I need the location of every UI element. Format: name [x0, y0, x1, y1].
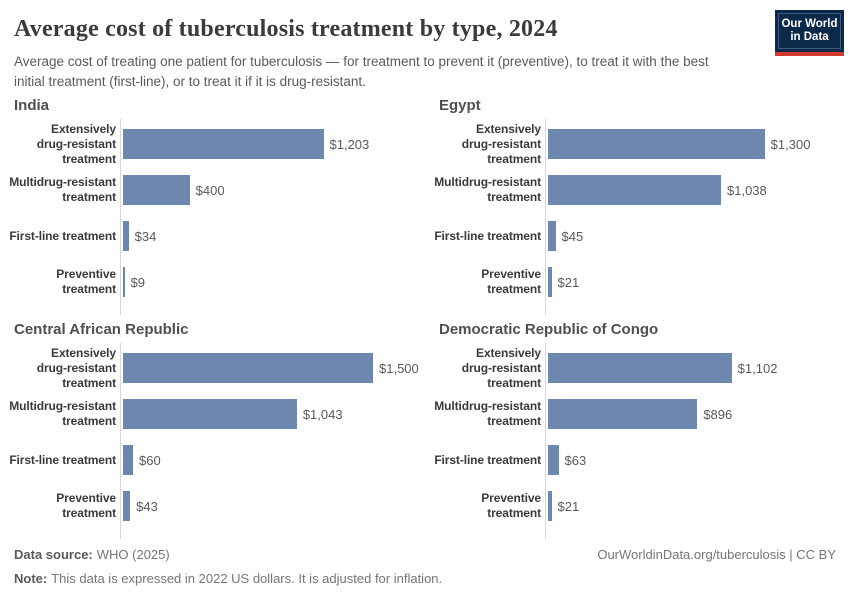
note-line: Note: This data is expressed in 2022 US d…: [14, 571, 836, 586]
category-label: First-line treatment: [434, 452, 541, 467]
value-label: $1,300: [770, 136, 811, 152]
value-label: $21: [557, 274, 580, 290]
bar: [548, 267, 552, 297]
value-label: $60: [139, 452, 161, 468]
bar: [548, 175, 721, 205]
chart-subtitle: Average cost of treating one patient for…: [14, 54, 709, 89]
data-source-label: Data source:: [14, 547, 93, 562]
category-label: Extensively drug-resistant treatment: [36, 345, 116, 390]
bar-row: Preventive treatment $43: [4, 483, 419, 529]
category-label: Multidrug-resistant treatment: [9, 175, 116, 204]
owid-logo-line2: in Data: [790, 31, 829, 43]
bar: [123, 129, 324, 159]
owid-logo-line1: Our World: [781, 18, 838, 30]
bar: [548, 129, 765, 159]
bar-row: First-line treatment $63: [429, 437, 844, 483]
owid-credit-link[interactable]: OurWorldinData.org/tuberculosis | CC BY: [597, 547, 836, 562]
category-label: First-line treatment: [9, 452, 116, 467]
category-label: Extensively drug-resistant treatment: [461, 345, 541, 390]
bar: [548, 445, 559, 475]
value-label: $1,038: [727, 182, 767, 198]
bar: [548, 353, 732, 383]
note-label: Note:: [14, 571, 48, 586]
category-label: Multidrug-resistant treatment: [434, 175, 541, 204]
bar-row: Multidrug-resistant treatment $1,043: [4, 391, 419, 437]
category-label: First-line treatment: [9, 228, 116, 243]
category-label: Multidrug-resistant treatment: [434, 399, 541, 428]
category-label: Extensively drug-resistant treatment: [36, 121, 116, 166]
bar: [548, 221, 556, 251]
category-label: Preventive treatment: [56, 267, 116, 296]
bar-row: Multidrug-resistant treatment $1,038: [429, 167, 844, 213]
small-multiples-grid: India Extensively drug-resistant treatme…: [0, 97, 850, 539]
bar: [123, 267, 125, 297]
panel-title-egypt: Egypt: [439, 97, 481, 114]
bar: [123, 353, 373, 383]
bar-row: Multidrug-resistant treatment $896: [429, 391, 844, 437]
bar: [123, 175, 190, 205]
bar: [123, 399, 297, 429]
y-axis-line: [545, 119, 546, 315]
bar-row: First-line treatment $34: [4, 213, 419, 259]
category-label: First-line treatment: [434, 228, 541, 243]
note-value: This data is expressed in 2022 US dollar…: [51, 571, 443, 586]
bar-row: Extensively drug-resistant treatment $1,…: [429, 121, 844, 167]
category-label: Preventive treatment: [481, 267, 541, 296]
owid-logo[interactable]: Our World in Data: [775, 10, 844, 56]
bar: [123, 491, 131, 521]
bar: [548, 491, 552, 521]
chart-footer: Data source: WHO (2025) OurWorldinData.or…: [14, 547, 836, 586]
value-label: $896: [703, 406, 733, 422]
value-label: $1,203: [329, 136, 370, 152]
value-label: $34: [134, 228, 157, 244]
panel-egypt: Egypt Extensively drug-resistant treatme…: [425, 97, 850, 315]
value-label: $21: [557, 498, 580, 514]
data-source-line: Data source: WHO (2025): [14, 547, 170, 562]
data-source-value: WHO (2025): [96, 547, 170, 562]
bar-row: Multidrug-resistant treatment $400: [4, 167, 419, 213]
bar-row: Preventive treatment $21: [429, 483, 844, 529]
category-label: Multidrug-resistant treatment: [9, 399, 116, 428]
value-label: $43: [136, 498, 158, 514]
category-label: Preventive treatment: [56, 491, 116, 520]
category-label: Extensively drug-resistant treatment: [461, 121, 541, 166]
bar-row: Extensively drug-resistant treatment $1,…: [4, 121, 419, 167]
bar: [123, 445, 133, 475]
y-axis-line: [545, 343, 546, 539]
value-label: $63: [564, 452, 587, 468]
bar-row: Extensively drug-resistant treatment $1,…: [429, 345, 844, 391]
bar: [548, 399, 698, 429]
category-label: Preventive treatment: [481, 491, 541, 520]
value-label: $45: [561, 228, 584, 244]
panel-india: India Extensively drug-resistant treatme…: [0, 97, 425, 315]
panel-title-central-african-republic: Central African Republic: [14, 321, 189, 338]
value-label: $1,043: [302, 406, 343, 422]
bar-row: Preventive treatment $21: [429, 259, 844, 305]
value-label: $1,102: [737, 360, 778, 376]
bar-row: Preventive treatment $9: [4, 259, 419, 305]
y-axis-line: [120, 119, 121, 315]
value-label: $9: [130, 274, 145, 290]
owid-logo-inner: Our World in Data: [778, 13, 841, 49]
bar: [123, 221, 129, 251]
bar-row: Extensively drug-resistant treatment $1,…: [4, 345, 419, 391]
panel-title-democratic-republic-of-congo: Democratic Republic of Congo: [439, 321, 659, 338]
panel-title-india: India: [14, 97, 50, 114]
y-axis-line: [120, 343, 121, 539]
bar-row: First-line treatment $60: [4, 437, 419, 483]
panel-central-african-republic: Central African Republic Extensively dru…: [0, 321, 425, 539]
value-label: $400: [195, 182, 225, 198]
value-label: $1,500: [379, 360, 419, 376]
chart-title: Average cost of tuberculosis treatment b…: [14, 16, 558, 42]
panel-democratic-republic-of-congo: Democratic Republic of Congo Extensively…: [425, 321, 850, 539]
bar-row: First-line treatment $45: [429, 213, 844, 259]
